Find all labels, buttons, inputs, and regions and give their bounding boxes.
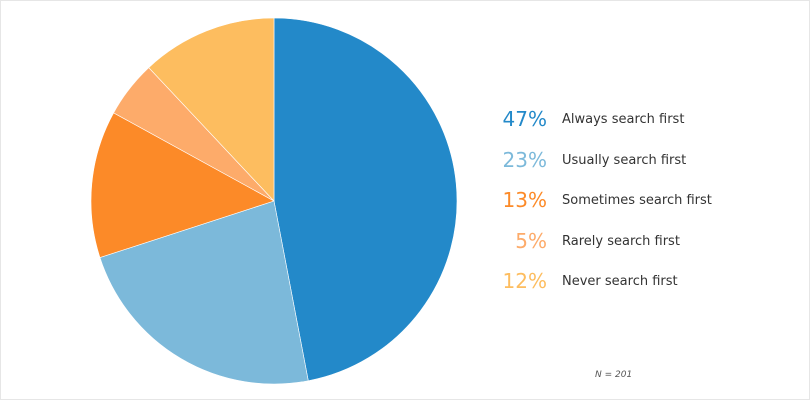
pie-slice-always-search-first — [273, 17, 458, 382]
sample-size-note: N = 201 — [595, 370, 633, 380]
legend-percent: 47% — [502, 107, 547, 131]
pie-slice-sometimes-search-first — [90, 112, 275, 258]
legend-label: Always search first — [562, 112, 685, 127]
legend-label: Usually search first — [562, 152, 687, 168]
legend-item: 5% Rarely search first — [491, 227, 791, 268]
legend-label: Sometimes search first — [562, 193, 712, 208]
legend-label: Rarely search first — [562, 233, 680, 249]
legend-percent: 23% — [502, 147, 547, 172]
pie-slice-never-search-first — [148, 17, 275, 202]
legend-item: 47% Always search first — [491, 105, 791, 146]
legend-percent: 12% — [502, 269, 547, 293]
legend-percent: 13% — [502, 188, 547, 212]
legend-percent: 5% — [515, 228, 547, 253]
legend-item: 12% Never search first — [491, 267, 791, 308]
pie-slice-usually-search-first — [99, 200, 309, 385]
legend: 47% Always search first 23% Usually search … — [491, 105, 791, 308]
legend-label: Never search first — [562, 274, 678, 289]
legend-item: 23% Usually search first — [491, 146, 791, 187]
legend-item: 13% Sometimes search first — [491, 186, 791, 227]
